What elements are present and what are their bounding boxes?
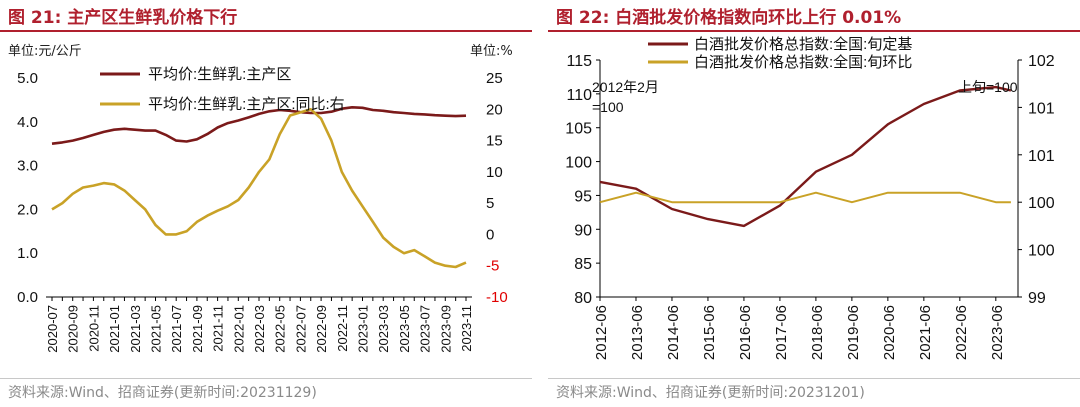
y-right-tick-label: 25 xyxy=(486,70,503,87)
series-line xyxy=(599,191,1011,204)
x-tick-label: 2020-11 xyxy=(86,305,101,352)
x-tick-label: 2021-07 xyxy=(169,305,184,353)
x-tick-label: 2016-06 xyxy=(737,305,754,360)
y-right-tick-label: 5 xyxy=(486,195,494,212)
figure-title: 图 22: 白酒批发价格指数向环比上行 0.01% xyxy=(556,3,901,28)
y-left-tick-label: 100 xyxy=(565,155,592,172)
x-tick-label: 2022-03 xyxy=(252,305,267,353)
x-tick-label: 2018-06 xyxy=(809,305,826,360)
y-right-tick-label: 0 xyxy=(486,226,494,243)
x-tick-label: 2023-03 xyxy=(376,305,391,353)
liquor-index-chart: 80 85 90 95 100 105 110 115 99 100 100 101 101 102 201… xyxy=(565,35,1055,360)
x-tick-label: 2023-01 xyxy=(356,305,371,353)
source-rule xyxy=(548,378,1080,379)
x-tick-label: 2013-06 xyxy=(629,305,646,360)
y-left-tick-label: 1.0 xyxy=(17,245,38,262)
y-right-tick-label: 100 xyxy=(1028,195,1055,212)
y-left-tick-label: 115 xyxy=(566,53,592,70)
figure-label: 图 22: xyxy=(556,8,610,28)
left-figure: 图 21: 主产区生鲜乳价格下行 单位:元/公斤 单位:% 0.0 1.0 2.0 3… xyxy=(0,0,532,407)
annotation-right-base: 上旬=100 xyxy=(958,79,1018,95)
x-tick-label: 2023-11 xyxy=(459,305,474,352)
annotation-base-period: 2012年2月 xyxy=(592,79,659,95)
annotation-base-value: =100 xyxy=(592,99,624,115)
x-tick-label: 2015-06 xyxy=(701,305,718,360)
x-tick-label: 2022-06 xyxy=(953,305,970,360)
figure-label: 图 21: xyxy=(8,8,62,28)
y-right-tick-label: 10 xyxy=(486,164,503,181)
right-axis-unit: 单位:% xyxy=(470,44,513,59)
y-left-tick-label: 90 xyxy=(574,222,592,239)
series-line xyxy=(51,106,467,145)
y-right-tick-label: 101 xyxy=(1028,148,1055,165)
figure-title: 图 21: 主产区生鲜乳价格下行 xyxy=(8,3,237,28)
x-tick-label: 2021-01 xyxy=(107,305,122,353)
source-note: 资料来源:Wind、招商证券(更新时间:20231201) xyxy=(556,385,865,401)
y-left-tick-label: 0.0 xyxy=(17,289,38,306)
source-rule xyxy=(0,378,532,379)
left-axis-unit: 单位:元/公斤 xyxy=(8,44,82,59)
source-note: 资料来源:Wind、招商证券(更新时间:20231129) xyxy=(8,385,317,401)
y-right-tick-label: 20 xyxy=(486,101,503,118)
y-right-tick-label: 15 xyxy=(486,133,503,150)
legend-label: 白酒批发价格总指数:全国:旬环比 xyxy=(694,53,912,71)
figure-caption: 主产区生鲜乳价格下行 xyxy=(67,8,238,28)
x-tick-label: 2022-07 xyxy=(293,305,308,353)
x-tick-label: 2023-06 xyxy=(989,305,1006,360)
x-tick-label: 2014-06 xyxy=(665,305,682,360)
x-tick-label: 2023-07 xyxy=(418,305,433,353)
x-tick-label: 2022-09 xyxy=(314,305,329,353)
x-tick-label: 2022-01 xyxy=(231,305,246,353)
y-left-tick-label: 5.0 xyxy=(17,70,38,87)
x-tick-label: 2020-06 xyxy=(881,305,898,360)
legend-label: 白酒批发价格总指数:全国:旬定基 xyxy=(694,35,912,53)
x-tick-label: 2022-11 xyxy=(335,305,350,352)
x-tick-label: 2021-06 xyxy=(917,305,934,360)
y-right-tick-label: 102 xyxy=(1028,53,1055,70)
x-tick-label: 2023-05 xyxy=(397,305,412,353)
legend-label: 平均价:生鲜乳:主产区:同比:右 xyxy=(148,96,345,113)
title-rule xyxy=(548,30,1080,32)
figure-caption: 白酒批发价格指数向环比上行 0.01% xyxy=(615,8,902,28)
y-right-tick-label: 99 xyxy=(1028,290,1046,307)
y-right-tick-label: -10 xyxy=(486,289,508,306)
y-right-tick-label: -5 xyxy=(486,258,499,275)
x-tick-label: 2021-11 xyxy=(211,305,226,352)
x-tick-label: 2022-05 xyxy=(273,305,288,353)
x-tick-label: 2012-06 xyxy=(593,305,610,360)
x-tick-label: 2021-03 xyxy=(128,305,143,353)
y-left-tick-label: 3.0 xyxy=(17,158,38,175)
milk-price-chart: 0.0 1.0 2.0 3.0 4.0 5.0 -10 -5 0 5 10 15 20 25 2020-07… xyxy=(17,66,508,353)
x-tick-label: 2023-09 xyxy=(438,305,453,353)
series-line xyxy=(51,108,467,269)
legend-label: 平均价:生鲜乳:主产区 xyxy=(148,66,291,83)
right-figure: 图 22: 白酒批发价格指数向环比上行 0.01% 80 85 90 95 100 105… xyxy=(548,0,1080,407)
x-tick-label: 2020-09 xyxy=(66,305,81,353)
x-tick-label: 2021-05 xyxy=(149,305,164,353)
y-right-tick-label: 100 xyxy=(1028,243,1055,260)
y-left-tick-label: 95 xyxy=(574,188,592,205)
title-rule xyxy=(0,30,532,32)
y-right-tick-label: 101 xyxy=(1028,100,1055,117)
x-tick-label: 2019-06 xyxy=(845,305,862,360)
y-left-tick-label: 80 xyxy=(574,290,592,307)
y-left-tick-label: 4.0 xyxy=(17,114,38,131)
y-left-tick-label: 2.0 xyxy=(17,201,38,218)
y-left-tick-label: 85 xyxy=(574,256,592,273)
y-left-tick-label: 105 xyxy=(565,121,592,138)
y-left-tick-label: 110 xyxy=(566,87,592,104)
series-line xyxy=(599,85,1012,228)
x-tick-label: 2020-07 xyxy=(45,305,60,353)
x-tick-label: 2021-09 xyxy=(190,305,205,353)
x-tick-label: 2017-06 xyxy=(773,305,790,360)
